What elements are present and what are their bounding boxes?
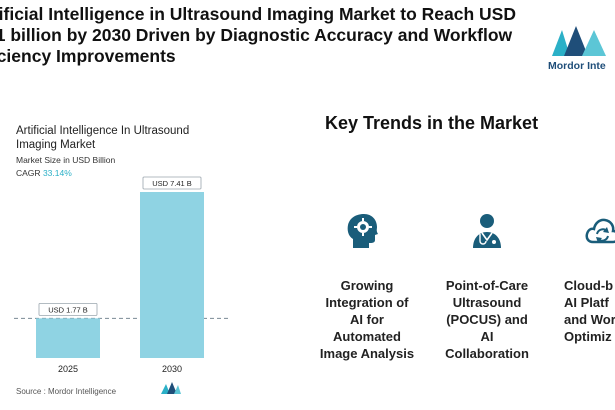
source-logo-icon <box>161 382 181 394</box>
x-tick-label: 2030 <box>162 364 182 374</box>
trend-label-line: (POCUS) and <box>446 312 528 327</box>
trend-label-line: AI <box>480 329 494 344</box>
trend-label-line: Point-of-Care <box>445 278 529 293</box>
doctor-icon <box>473 214 501 248</box>
ai-head-icon <box>347 214 378 248</box>
trend-label-line: and Wor <box>564 312 615 327</box>
trend-label-line: AI for <box>350 312 384 327</box>
mordor-logo-icon <box>552 26 606 56</box>
bar-chart: USD 1.77 B 2025 USD 7.41 B 2030 <box>14 176 228 374</box>
headline-line-2: 41 billion by 2030 Driven by Diagnostic … <box>0 25 513 45</box>
trend-label-line: Optimiz <box>564 329 612 344</box>
trend-label-line: Integration of <box>325 295 409 310</box>
trend-label-3: Cloud-b AI Platf and Wor Optimiz <box>548 277 615 345</box>
trend-label-line: Cloud-b <box>564 278 614 293</box>
mordor-logo: Mordor Inte <box>548 22 615 74</box>
headline-line-1: rtificial Intelligence in Ultrasound Ima… <box>0 4 516 24</box>
data-label-box <box>142 176 202 190</box>
trend-label-line: Image Analysis <box>319 346 415 361</box>
cloud-sync-icon <box>585 218 615 244</box>
trend-label-line: Automated <box>333 329 401 344</box>
data-label: USD 7.41 B <box>152 179 192 188</box>
trend-label-line: Growing <box>340 278 394 293</box>
trend-label-line: AI Platf <box>564 295 609 310</box>
headline-line-3: ficiency Improvements <box>0 46 176 66</box>
trend-label-line: Collaboration <box>445 346 529 361</box>
data-label-box <box>38 302 98 316</box>
chart-subtitle: Market Size in USD Billion <box>16 155 116 165</box>
chart-cagr: CAGR 33.14% <box>16 168 72 178</box>
data-label: USD 1.77 B <box>48 305 88 314</box>
bar-2025 <box>36 318 100 358</box>
chart-title: Artificial Intelligence In Ultrasound Im… <box>16 125 190 151</box>
bar-2030 <box>140 192 204 358</box>
key-trends-title: Key Trends in the Market <box>325 113 539 133</box>
cagr-value: 33.14% <box>42 168 72 178</box>
chart-source: Source : Mordor Intelligence <box>16 387 117 396</box>
x-tick-label: 2025 <box>58 364 78 374</box>
trend-label-line: Ultrasound <box>452 295 522 310</box>
report-headline: rtificial Intelligence in Ultrasound Ima… <box>0 4 526 67</box>
cagr-label: CAGR <box>16 168 41 178</box>
logo-text: Mordor Inte <box>548 60 606 72</box>
trend-label-1: Growing Integration of AI for Automated Imag… <box>312 277 422 362</box>
trend-label-2: Point-of-Care Ultrasound (POCUS) and AI Coll… <box>432 277 542 362</box>
